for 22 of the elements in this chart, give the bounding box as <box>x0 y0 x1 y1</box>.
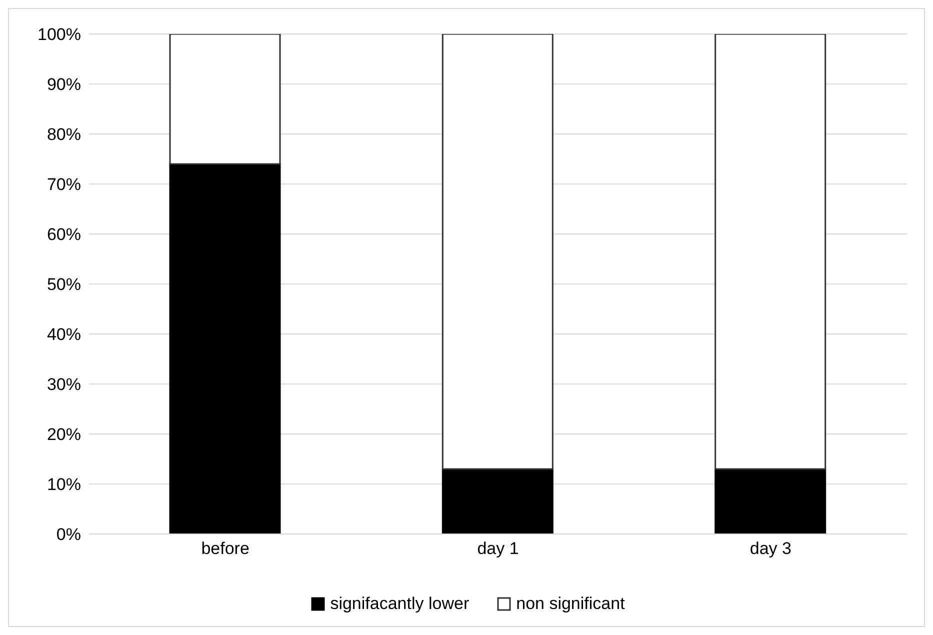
bar <box>714 34 826 470</box>
y-tick-label: 0% <box>56 525 81 544</box>
y-tick-label: 20% <box>46 425 81 444</box>
y-tick-label: 100% <box>38 25 81 44</box>
y-tick-label: 40% <box>46 325 81 344</box>
x-tick-label: day 1 <box>477 539 519 558</box>
y-tick-label: 50% <box>46 275 81 294</box>
bar <box>714 468 826 534</box>
y-tick-label: 80% <box>46 125 81 144</box>
x-tick-label: before <box>201 539 250 558</box>
bar <box>169 34 281 165</box>
bar <box>169 163 281 534</box>
bar <box>442 34 554 470</box>
y-tick-label: 10% <box>46 475 81 494</box>
y-tick-label: 90% <box>46 75 81 94</box>
legend-label: non significant <box>516 594 625 614</box>
legend-label: signifacantly lower <box>330 594 470 614</box>
y-tick-label: 30% <box>46 375 81 394</box>
y-tick-label: 70% <box>46 175 81 194</box>
y-tick-label: 60% <box>46 225 81 244</box>
bar <box>442 468 554 534</box>
x-tick-label: day 3 <box>750 539 792 558</box>
